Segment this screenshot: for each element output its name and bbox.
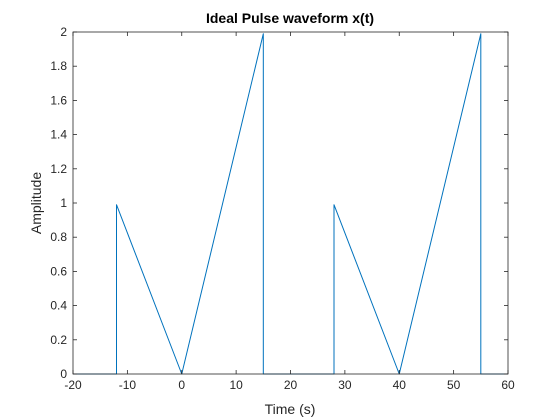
y-tick-label: 1: [60, 196, 67, 210]
y-tick-label: 0.4: [50, 299, 67, 313]
y-tick-label: 1.2: [50, 162, 67, 176]
y-tick-label: 1.4: [50, 128, 67, 142]
y-tick-label: 1.8: [50, 59, 67, 73]
y-tick-label: 2: [60, 25, 67, 39]
chart-title: Ideal Pulse waveform x(t): [206, 10, 374, 26]
y-axis-ticks: 0 0.2 0.4 0.6 0.8 1 1.2 1.4 1.6 1.8 2: [50, 25, 508, 381]
y-tick-label: 1.6: [50, 93, 67, 107]
y-tick-label: 0.2: [50, 333, 67, 347]
y-tick-label: 0.6: [50, 264, 67, 278]
x-tick-label: 10: [229, 378, 243, 392]
x-tick-label: 40: [393, 378, 407, 392]
x-tick-label: 50: [447, 378, 461, 392]
y-axis-label: Amplitude: [28, 172, 44, 234]
x-tick-label: -20: [64, 378, 82, 392]
x-tick-label: -10: [119, 378, 137, 392]
x-axis-ticks: -20 -10 0 10 20 30 40 50 60: [64, 32, 515, 392]
plot-area: [73, 32, 508, 374]
x-tick-label: 20: [284, 378, 298, 392]
x-tick-label: 30: [338, 378, 352, 392]
x-tick-label: 0: [178, 378, 185, 392]
y-tick-label: 0.8: [50, 230, 67, 244]
x-tick-label: 60: [501, 378, 515, 392]
y-tick-label: 0: [60, 367, 67, 381]
x-axis-label: Time (s): [265, 401, 316, 417]
